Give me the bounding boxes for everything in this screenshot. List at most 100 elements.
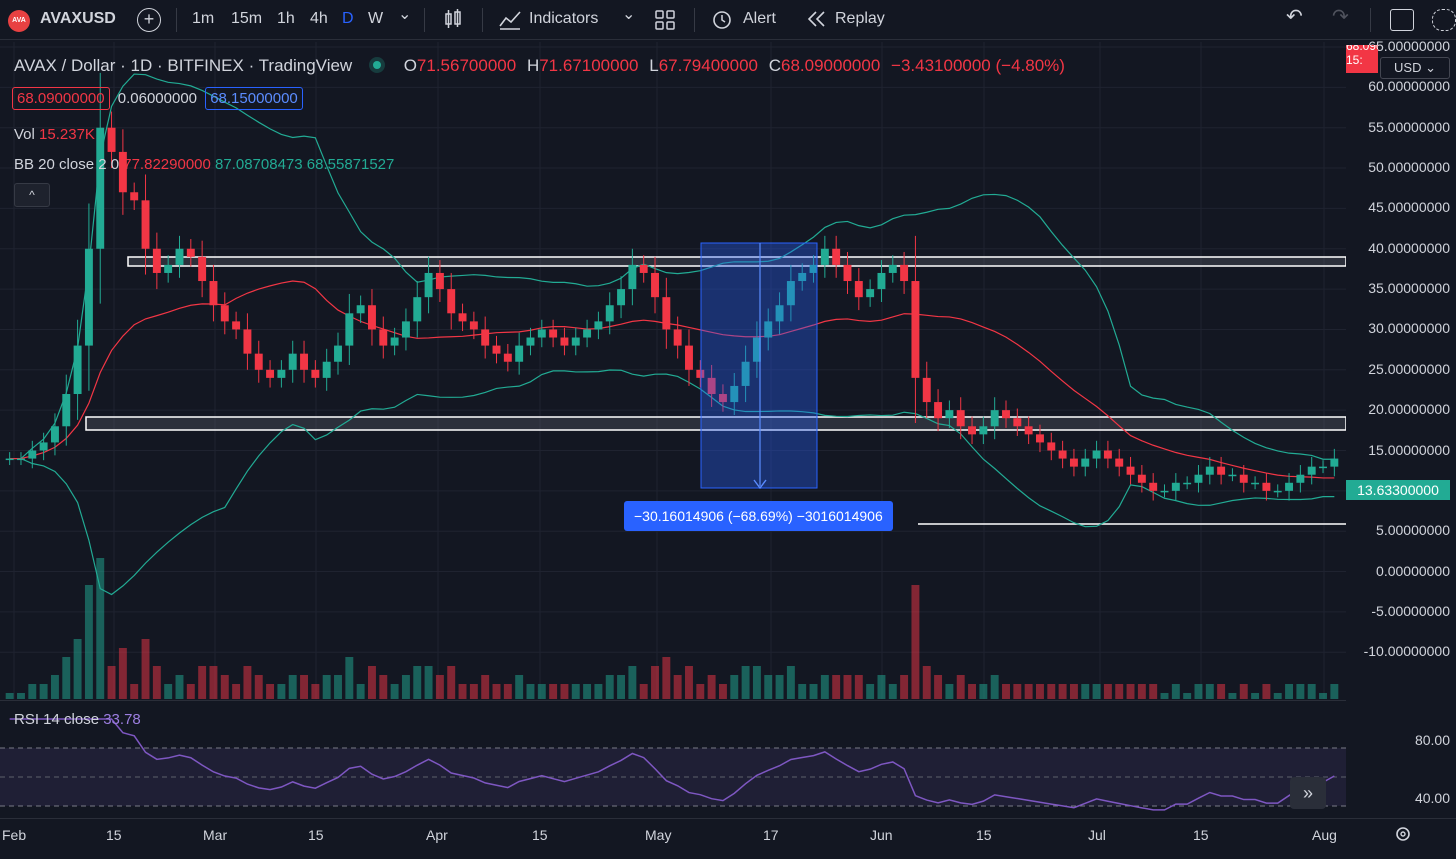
layout-grid-icon[interactable] [654, 9, 676, 31]
interval-w-button[interactable]: W [368, 10, 384, 27]
snapshot-cloud-icon[interactable] [1432, 9, 1456, 31]
candle-body [447, 289, 456, 314]
price-tick-label: 55.00000000 [1368, 118, 1450, 135]
candle-body [458, 313, 467, 322]
volume-bar [266, 684, 275, 699]
candle-body [1047, 442, 1056, 451]
candle-body [1036, 434, 1044, 443]
time-tick-label: 15 [532, 827, 548, 843]
price-range-measure-box[interactable] [700, 242, 818, 489]
volume-bar [526, 684, 535, 699]
interval-1h-button[interactable]: 1h [277, 10, 295, 27]
rsi-tick-label: 80.00 [1414, 732, 1450, 748]
rsi-pane[interactable] [0, 700, 1346, 819]
candle-body [28, 450, 37, 459]
chart-title[interactable]: AVAX / Dollar · 1D · BITFINEX · TradingV… [14, 56, 353, 75]
change-value: −3.43100000 (−4.80%) [891, 56, 1065, 75]
volume-bar [164, 684, 173, 699]
settings-gear-icon[interactable] [1393, 824, 1413, 844]
bb-label[interactable]: BB 20 close 2 0 [14, 156, 120, 173]
candle-body [198, 256, 207, 282]
volume-bar [617, 675, 626, 699]
compare-symbol-button[interactable]: + [137, 8, 161, 32]
volume-bar [220, 675, 229, 699]
interval-4h-button[interactable]: 4h [310, 10, 328, 27]
candle-body [322, 361, 331, 378]
candle-body [956, 410, 965, 427]
candle-body [1081, 458, 1090, 467]
measure-arrow-head [753, 479, 767, 490]
undo-icon[interactable]: ↶ [1286, 6, 1303, 28]
candle-body [979, 426, 988, 435]
volume-bar [401, 675, 410, 699]
interval-d-button[interactable]: D [342, 10, 354, 27]
rsi-label[interactable]: RSI 14 close [14, 711, 100, 728]
candle-body [617, 289, 626, 306]
indicators-chevron-down-icon[interactable]: ⌄ [622, 6, 636, 23]
candle-body [232, 321, 241, 330]
volume-bar [1194, 684, 1203, 699]
volume-bar [1319, 693, 1327, 699]
fullscreen-icon[interactable] [1390, 9, 1414, 31]
candle-body [809, 264, 818, 273]
time-tick-label: May [645, 827, 672, 843]
time-tick-label: Feb [2, 827, 27, 843]
candle-body [922, 377, 931, 403]
volume-bar [1058, 684, 1067, 699]
time-tick-label: Jun [870, 827, 893, 843]
volume-bar [356, 684, 365, 699]
bb-upper-line [9, 73, 1335, 460]
interval-15m-button[interactable]: 15m [231, 10, 263, 27]
time-axis[interactable]: Feb 15 Mar 15 Apr 15 May 17 Jun 15 Jul 15 Aug [0, 818, 1456, 859]
volume-bar [130, 684, 139, 699]
top-toolbar: AVA AVAXUSD + 1m 15m 1h 4h D W ⌄ Indicat… [0, 0, 1456, 40]
volume-bar [707, 675, 716, 699]
candle-body [401, 321, 410, 338]
symbol-search-button[interactable]: AVAXUSD [40, 10, 116, 27]
rsi-tick-label: 40.00 [1414, 790, 1450, 806]
collapse-legend-button[interactable]: ^ [14, 183, 50, 207]
close-value: 68.09000000 [781, 56, 881, 75]
candle-body [1149, 482, 1158, 491]
interval-1m-button[interactable]: 1m [192, 10, 215, 27]
volume-bar [5, 693, 14, 699]
volume-bar [605, 675, 614, 699]
candle-body [130, 192, 139, 201]
volume-bar [1047, 684, 1056, 699]
time-tick-label: 17 [763, 827, 779, 843]
buy-price-button[interactable]: 68.15000000 [205, 87, 303, 110]
candle-body [96, 127, 105, 249]
volume-bar [1251, 693, 1260, 699]
volume-bar [1228, 693, 1237, 699]
replay-button[interactable]: Replay [835, 10, 885, 27]
price-tick-label: 30.00000000 [1368, 320, 1450, 337]
candle-body [1217, 466, 1226, 475]
price-tick-label: 5.00000000 [1376, 522, 1450, 539]
rsi-line [9, 718, 1335, 811]
volume-bar [345, 657, 354, 699]
chart-type-candles-icon[interactable] [442, 8, 464, 30]
high-value: 71.67100000 [539, 56, 639, 75]
price-chart[interactable] [0, 42, 1346, 699]
candle-body [17, 458, 25, 461]
volume-label[interactable]: Vol [14, 126, 35, 143]
sell-price-button[interactable]: 68.09000000 [12, 87, 110, 110]
price-axis[interactable]: 65.00000000 60.00000000 55.00000000 50.0000… [1346, 38, 1456, 818]
candle-body [752, 337, 761, 362]
volume-bar [277, 684, 286, 699]
redo-icon[interactable]: ↷ [1332, 6, 1349, 28]
volume-bar [1137, 684, 1146, 699]
rsi-band-fill [0, 748, 1346, 806]
candle-body [1103, 450, 1112, 459]
candle-body [843, 264, 852, 282]
currency-select[interactable]: USD ⌄ [1380, 57, 1450, 79]
volume-bar [390, 684, 399, 699]
volume-bar [934, 675, 943, 699]
volume-bar [990, 675, 999, 699]
indicators-button[interactable]: Indicators [529, 10, 599, 27]
interval-menu-chevron-down-icon[interactable]: ⌄ [398, 6, 412, 23]
indicators-icon [499, 11, 521, 30]
scroll-to-realtime-button[interactable]: » [1290, 777, 1326, 809]
alert-button[interactable]: Alert [743, 10, 776, 27]
candle-body [1137, 474, 1146, 483]
